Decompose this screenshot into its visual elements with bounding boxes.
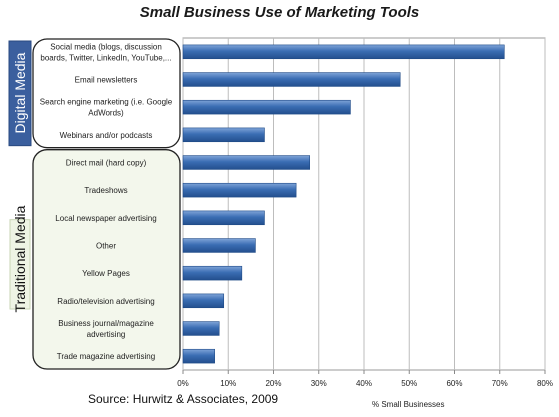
group-panel [32,38,181,149]
category-label: advertising [87,330,126,339]
group-label-digital-media: Digital Media [12,52,28,134]
category-label: Local newspaper advertising [55,214,156,223]
category-label: Other [96,242,116,251]
x-tick-label: 20% [265,379,281,388]
x-tick-label: 40% [356,379,372,388]
chart-title: Small Business Use of Marketing Tools [139,4,420,21]
bar [182,265,243,281]
chart-source: Source: Hurwitz & Associates, 2009 [88,392,279,406]
category-label: Search engine marketing (i.e. Google [40,98,173,107]
x-tick-label: 50% [401,379,417,388]
category-label: Tradeshows [84,186,127,195]
bar [182,293,225,309]
bar [182,72,401,87]
x-tick-label: 70% [492,379,508,388]
bar [182,127,265,143]
category-label: Webinars and/or podcasts [60,131,153,140]
category-label: Radio/television advertising [57,297,154,306]
bar [182,44,505,60]
category-label: boards, Twitter, LinkedIn, YouTube,... [40,53,171,62]
category-label: Yellow Pages [82,269,130,278]
x-tick-label: 80% [537,379,553,388]
category-label: Trade magazine advertising [57,352,155,361]
group-label-traditional-media: Traditional Media [12,205,28,313]
group-tab-digital [8,40,32,147]
x-axis-label: % Small Businesses [372,400,445,409]
bar [182,182,297,198]
x-tick-label: 10% [220,379,236,388]
bar [182,210,265,226]
category-label: Business journal/magazine [58,319,154,328]
x-tick-label: 30% [311,379,327,388]
x-tick-label: 60% [446,379,462,388]
category-label: Email newsletters [75,76,138,85]
bar [182,155,310,170]
bar [182,321,220,336]
category-label: Social media (blogs, discussion [50,42,162,51]
group-tab-traditional [9,219,31,310]
group-panel [32,149,181,370]
bar [182,238,256,253]
bar [182,99,351,115]
category-label: Direct mail (hard copy) [66,159,147,168]
x-tick-label: 0% [177,379,189,388]
bar [182,348,215,364]
category-label: AdWords) [88,109,124,118]
